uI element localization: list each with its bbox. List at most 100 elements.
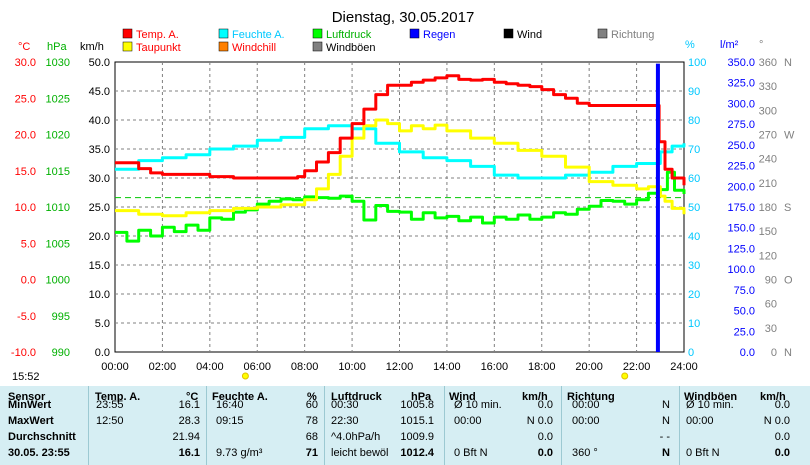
- statistics-panel: Sensor Temp. A. °C Feuchte A. % Luftdruc…: [0, 386, 810, 465]
- legend-label: Feuchte A.: [232, 29, 285, 41]
- rain-axis-tick: 150.0: [727, 223, 755, 235]
- rain-axis-tick: 350.0: [727, 57, 755, 69]
- stats-cell-dir-time: 00:00: [572, 399, 600, 411]
- wind-axis-tick: 5.0: [95, 318, 110, 330]
- stats-cell-gust-val: 0.0: [774, 447, 790, 459]
- wind-axis-tick: 20.0: [89, 231, 110, 243]
- stats-cell-hum-time: 16:40: [216, 399, 244, 411]
- stats-cell-wind-val: 0.0: [537, 431, 553, 443]
- stats-cell-hum-val: 60: [305, 399, 318, 411]
- humidity-line: [115, 124, 686, 180]
- separator: [206, 386, 207, 465]
- legend-label: Taupunkt: [136, 42, 181, 54]
- legend-swatch: [122, 28, 133, 39]
- stats-cell-temp-val: 16.1: [178, 447, 200, 459]
- temp-axis-unit: °C: [18, 41, 30, 53]
- stats-cell-hum-time: 09:15: [216, 415, 244, 427]
- x-axis-tick: 20:00: [575, 361, 603, 373]
- humidity-axis-tick: 60: [688, 173, 700, 185]
- rain-axis-tick: 50.0: [734, 306, 755, 318]
- stats-header-wind: Wind: [449, 391, 476, 403]
- pressure-axis-tick: 1030: [46, 57, 70, 69]
- stats-cell-hum-val: 78: [305, 415, 318, 427]
- pressure-axis-tick: 1025: [46, 93, 70, 105]
- stats-header-temp: Temp. A.: [95, 391, 141, 403]
- stats-cell-press-time: ^4.0hPa/h: [331, 431, 381, 443]
- direction-degree-tick: 30: [765, 323, 777, 335]
- stats-header-wind-unit: km/h: [522, 391, 548, 403]
- pressure-line: [115, 170, 686, 243]
- x-axis-tick: 16:00: [481, 361, 509, 373]
- stats-header-direction: Richtung: [567, 391, 615, 403]
- stats-cell-wind-time: Ø 10 min.: [454, 399, 502, 411]
- legend-swatch: [218, 28, 229, 39]
- direction-degree-tick: 0: [771, 347, 777, 359]
- weather-chart: Dienstag, 30.05.2017 Temp. A. Feuchte A. L…: [10, 9, 795, 380]
- x-axis-tick: 24:00: [670, 361, 698, 373]
- x-axis-tick: 02:00: [149, 361, 177, 373]
- wind-axis-unit: km/h: [80, 41, 104, 53]
- wind-axis-tick: 25.0: [89, 202, 110, 214]
- separator: [444, 386, 445, 465]
- current-time-label: 15:52: [12, 371, 40, 383]
- temp-axis-tick: 15.0: [15, 166, 36, 178]
- humidity-axis-tick: 90: [688, 86, 700, 98]
- stats-cell-dir-val: N: [662, 415, 670, 427]
- separator: [679, 386, 680, 465]
- x-axis-tick: 18:00: [528, 361, 556, 373]
- pressure-axis-tick: 1015: [46, 166, 70, 178]
- direction-degree-tick: 270: [759, 130, 777, 142]
- stats-cell-dir-val: N: [662, 447, 670, 459]
- stats-cell-gust-time: 0 Bft N: [686, 447, 720, 459]
- wind-axis-tick: 15.0: [89, 260, 110, 272]
- rain-bar: [655, 63, 660, 353]
- temperature-line: [115, 74, 686, 186]
- stats-cell-gust-time: 00:00: [686, 415, 714, 427]
- direction-degree-tick: 60: [765, 299, 777, 311]
- stats-cell-hum-val: 71: [305, 447, 318, 459]
- stats-cell-label: MinWert: [8, 399, 52, 411]
- stats-cell-hum-time: 9.73 g/m³: [216, 447, 263, 459]
- stats-cell-press-time: 00:30: [331, 399, 359, 411]
- legend-swatch: [122, 41, 133, 52]
- direction-cardinal-tick: W: [784, 130, 795, 142]
- temp-axis-tick: -10.0: [11, 347, 36, 359]
- humidity-axis-tick: 80: [688, 115, 700, 127]
- legend-swatch: [597, 28, 608, 39]
- direction-degree-tick: 120: [759, 250, 777, 262]
- wind-axis-tick: 30.0: [89, 173, 110, 185]
- x-axis-tick: 06:00: [243, 361, 271, 373]
- temp-axis-tick: 30.0: [15, 57, 36, 69]
- direction-degree-tick: 300: [759, 105, 777, 117]
- x-axis-tick: 08:00: [291, 361, 319, 373]
- rain-axis-tick: 300.0: [727, 98, 755, 110]
- direction-cardinal-tick: S: [784, 202, 791, 214]
- direction-degree-tick: 210: [759, 178, 777, 190]
- stats-cell-gust-val: 0.0: [774, 431, 790, 443]
- wind-axis-tick: 40.0: [89, 115, 110, 127]
- temp-axis-tick: 10.0: [15, 202, 36, 214]
- legend-label: Richtung: [611, 29, 654, 41]
- rain-axis-tick: 175.0: [727, 202, 755, 214]
- direction-degree-tick: 180: [759, 202, 777, 214]
- legend-label: Luftdruck: [326, 29, 372, 41]
- direction-cardinal-tick: N: [784, 57, 792, 69]
- direction-degree-tick: 360: [759, 57, 777, 69]
- humidity-axis-tick: 0: [688, 347, 694, 359]
- stats-cell-wind-val: 0.0: [537, 399, 553, 411]
- humidity-axis-tick: 100: [688, 57, 706, 69]
- wind-axis-tick: 0.0: [95, 347, 110, 359]
- direction-degree-tick: 90: [765, 275, 777, 287]
- pressure-axis-tick: 1020: [46, 130, 70, 142]
- x-axis-tick: 14:00: [433, 361, 461, 373]
- stats-header-pressure-unit: hPa: [411, 391, 432, 403]
- legend-label: Temp. A.: [136, 29, 179, 41]
- temp-axis-tick: 25.0: [15, 93, 36, 105]
- stats-cell-temp-val: 21.94: [172, 431, 200, 443]
- humidity-axis-tick: 30: [688, 260, 700, 272]
- rain-axis-tick: 250.0: [727, 140, 755, 152]
- stats-cell-press-val: 1015.1: [400, 415, 434, 427]
- stats-cell-dir-val: - -: [659, 431, 670, 443]
- wind-axis-tick: 50.0: [89, 57, 110, 69]
